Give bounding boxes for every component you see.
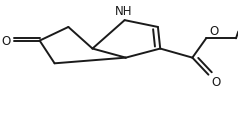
Text: NH: NH <box>115 5 132 18</box>
Text: O: O <box>209 25 218 38</box>
Text: O: O <box>1 35 10 48</box>
Text: O: O <box>211 76 220 88</box>
